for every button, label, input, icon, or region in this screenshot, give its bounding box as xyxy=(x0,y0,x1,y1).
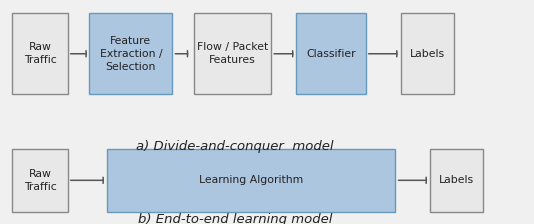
FancyBboxPatch shape xyxy=(296,13,366,94)
FancyBboxPatch shape xyxy=(89,13,172,94)
Text: Raw
Traffic: Raw Traffic xyxy=(23,42,57,65)
Text: Labels: Labels xyxy=(410,49,445,59)
FancyBboxPatch shape xyxy=(193,13,271,94)
Text: a) Divide-and-conquer  model: a) Divide-and-conquer model xyxy=(136,140,334,153)
Text: Learning Algorithm: Learning Algorithm xyxy=(199,175,303,185)
Text: Flow / Packet
Features: Flow / Packet Features xyxy=(197,42,268,65)
Text: Raw
Traffic: Raw Traffic xyxy=(23,169,57,192)
FancyBboxPatch shape xyxy=(12,13,68,94)
Text: Labels: Labels xyxy=(439,175,474,185)
Text: Classifier: Classifier xyxy=(307,49,356,59)
FancyBboxPatch shape xyxy=(107,149,395,212)
Text: b) End-to-end learning model: b) End-to-end learning model xyxy=(138,213,332,224)
FancyBboxPatch shape xyxy=(400,13,454,94)
FancyBboxPatch shape xyxy=(430,149,483,212)
Text: Feature
Extraction /
Selection: Feature Extraction / Selection xyxy=(99,36,162,72)
FancyBboxPatch shape xyxy=(12,149,68,212)
